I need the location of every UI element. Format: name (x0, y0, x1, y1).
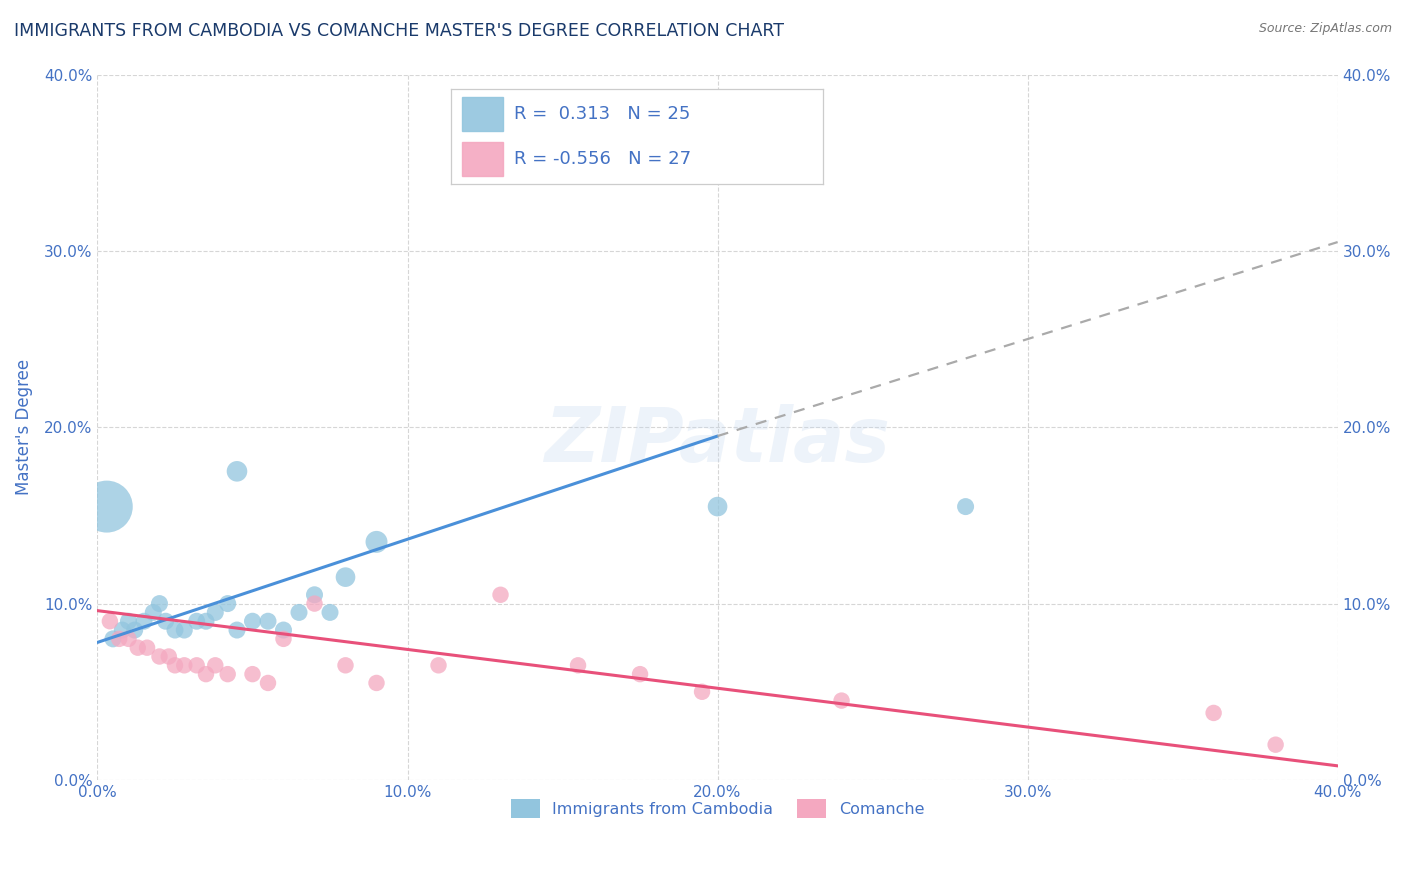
Point (117, 614, 139, 628)
Point (163, 623, 186, 637)
Legend: Immigrants from Cambodia, Comanche: Immigrants from Cambodia, Comanche (505, 793, 931, 825)
Point (117, 632, 139, 646)
Point (257, 614, 280, 628)
Point (98, 614, 121, 628)
Y-axis label: Master's Degree: Master's Degree (15, 359, 32, 495)
Point (101, 632, 124, 646)
Point (335, 570, 357, 584)
Point (567, 658, 589, 673)
Point (226, 623, 249, 637)
Point (217, 597, 239, 611)
Point (108, 632, 131, 646)
Point (96, 500, 118, 514)
Point (319, 606, 342, 620)
Point (273, 623, 295, 637)
Point (628, 667, 651, 681)
Point (217, 667, 239, 681)
Point (706, 500, 728, 514)
Point (163, 658, 186, 673)
Point (195, 667, 218, 681)
Point (366, 534, 388, 549)
Point (427, 658, 450, 673)
Text: ZIPatlas: ZIPatlas (544, 404, 890, 478)
Point (124, 623, 146, 637)
Point (1264, 738, 1286, 752)
Point (186, 658, 208, 673)
Point (173, 658, 195, 673)
Point (204, 606, 226, 620)
Point (226, 464, 249, 478)
Point (489, 588, 512, 602)
Point (136, 640, 159, 655)
Point (148, 649, 170, 664)
Point (142, 606, 165, 620)
Point (955, 500, 977, 514)
Point (242, 614, 264, 628)
Point (304, 588, 326, 602)
Point (111, 623, 134, 637)
Point (690, 685, 713, 699)
Point (132, 614, 155, 628)
Point (1202, 706, 1225, 720)
Text: IMMIGRANTS FROM CAMBODIA VS COMANCHE MASTER'S DEGREE CORRELATION CHART: IMMIGRANTS FROM CAMBODIA VS COMANCHE MAS… (14, 22, 785, 40)
Point (831, 693, 853, 707)
Text: Source: ZipAtlas.com: Source: ZipAtlas.com (1258, 22, 1392, 36)
Point (155, 614, 177, 628)
Point (628, 164, 651, 178)
Point (186, 614, 208, 628)
Point (335, 658, 357, 673)
Point (304, 597, 326, 611)
Point (366, 676, 388, 690)
Point (148, 597, 170, 611)
Point (204, 658, 226, 673)
Point (257, 676, 280, 690)
Point (157, 649, 180, 664)
Point (288, 606, 311, 620)
Point (195, 614, 218, 628)
Point (242, 667, 264, 681)
Point (127, 640, 149, 655)
Point (173, 623, 195, 637)
Point (273, 632, 295, 646)
